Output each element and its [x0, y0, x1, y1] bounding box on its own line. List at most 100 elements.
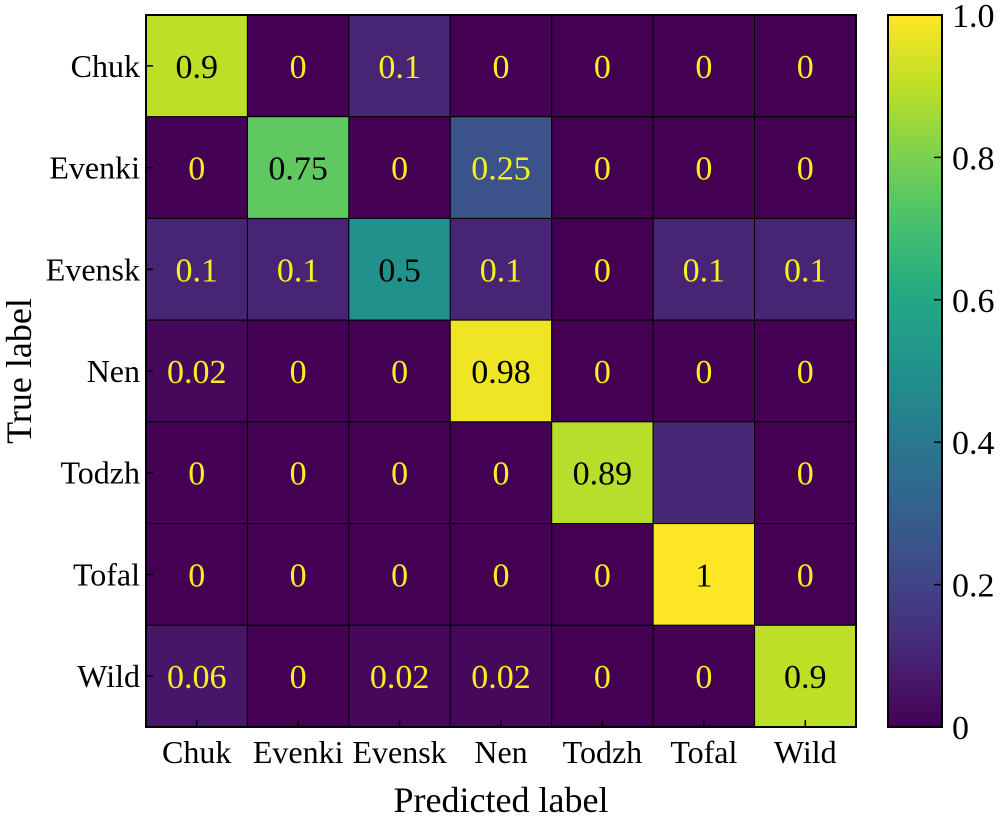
- x-tick-label: Evensk: [352, 734, 446, 770]
- heatmap-cell: [652, 217, 756, 321]
- heatmap-cell-labels: 0.9 0 0.1 0 0 0 0 0 0.75 0 0.25 0 0 0 0.1 0.1 0.5 0.1 0 0.1…: [167, 49, 827, 696]
- colorbar-tick-label: 0.8: [952, 140, 995, 177]
- heatmap-cell: [348, 523, 451, 626]
- cell-value-label: 0.9: [784, 659, 827, 696]
- cell-value-label: 0: [695, 659, 712, 696]
- cell-value-label: 0.1: [683, 252, 726, 289]
- heatmap-cell: [652, 421, 756, 525]
- colorbar-tick-label: 0: [952, 710, 969, 747]
- cell-value-label: 0.02: [167, 354, 227, 391]
- heatmap-cell: [652, 624, 756, 728]
- y-tick-label: Evensk: [46, 251, 140, 287]
- cell-value-label: 0: [594, 49, 611, 86]
- colorbar-tick-label: 0.6: [952, 283, 995, 320]
- cell-value-label: 0: [391, 456, 408, 493]
- heatmap-cell: [754, 319, 857, 423]
- cell-value-label: 0.1: [784, 252, 827, 289]
- cell-value-label: 0: [594, 354, 611, 391]
- heatmap-cell: [551, 116, 654, 219]
- cell-value-label: 0: [695, 49, 712, 86]
- cell-value-label: 0.25: [471, 151, 531, 188]
- cell-value-label: 0: [493, 456, 510, 493]
- heatmap-cell: [551, 523, 654, 626]
- y-axis-title: True label: [0, 298, 39, 444]
- y-tick-label: Nen: [87, 353, 140, 389]
- heatmap-cell: [652, 14, 756, 118]
- heatmap-cell: [348, 116, 451, 219]
- heatmap-cell: [754, 421, 857, 525]
- y-axis: Chuk Evenki Evensk Nen Todzh Tofal Wild: [46, 48, 153, 694]
- heatmap-cell: [246, 217, 350, 321]
- cell-value-label: 0.9: [175, 49, 218, 86]
- heatmap-cell: [145, 217, 248, 321]
- cell-value-label: 0.02: [370, 659, 430, 696]
- cell-value-label: 0: [797, 151, 814, 188]
- heatmap-cell: [145, 116, 248, 219]
- cell-value-label: 0: [391, 151, 408, 188]
- cell-value-label: 0: [188, 151, 205, 188]
- cell-value-label: 0: [290, 557, 307, 594]
- cell-value-label: 0: [594, 151, 611, 188]
- cell-value-label: 0: [290, 354, 307, 391]
- heatmap-cell: [145, 523, 248, 626]
- cell-value-label: 0: [391, 354, 408, 391]
- heatmap-cell: [754, 217, 857, 321]
- heatmap-cell: [449, 217, 553, 321]
- heatmap-cells: [145, 14, 857, 728]
- x-tick-label: Nen: [474, 734, 527, 770]
- cell-value-label: 0: [797, 354, 814, 391]
- y-tick-label: Todzh: [60, 455, 140, 491]
- heatmap-cell: [754, 116, 857, 219]
- cell-value-label: 0.98: [471, 354, 531, 391]
- x-axis: Chuk Evenki Evensk Nen Todzh Tofal Wild: [162, 720, 837, 770]
- heatmap-cell: [551, 624, 654, 728]
- colorbar: 0 0.2 0.4 0.6 0.8 1.0: [887, 0, 995, 747]
- colorbar-tick-label: 0.4: [952, 425, 995, 462]
- heatmap-cell: [449, 523, 553, 626]
- cell-value-label: 0.1: [480, 252, 523, 289]
- heatmap-cell: [754, 624, 857, 728]
- cell-value-label: 0.1: [175, 252, 218, 289]
- y-tick-label: Chuk: [71, 48, 140, 84]
- heatmap-cell: [145, 319, 248, 423]
- cell-value-label: 0: [594, 659, 611, 696]
- x-tick-label: Evenki: [253, 734, 344, 770]
- cell-value-label: 0: [695, 151, 712, 188]
- heatmap-cell: [348, 421, 451, 525]
- x-tick-label: Tofal: [670, 734, 737, 770]
- cell-value-label: 0.02: [471, 659, 531, 696]
- x-axis-title: Predicted label: [394, 780, 609, 818]
- colorbar-tick-label: 0.2: [952, 568, 995, 605]
- heatmap-cell: [449, 319, 553, 423]
- heatmap-cell: [551, 217, 654, 321]
- heatmap-cell: [754, 523, 857, 626]
- cell-value-label: 0: [797, 456, 814, 493]
- heatmap-cell: [246, 523, 350, 626]
- cell-value-label: 0: [695, 354, 712, 391]
- heatmap-cell: [145, 14, 248, 118]
- cell-value-label: 0: [290, 49, 307, 86]
- heatmap-cell: [449, 14, 553, 118]
- cell-value-label: 0.89: [573, 456, 633, 493]
- x-tick-label: Wild: [774, 734, 837, 770]
- heatmap-cell: [652, 116, 756, 219]
- cell-value-label: 0: [797, 49, 814, 86]
- cell-value-label: 0: [290, 456, 307, 493]
- heatmap-cell: [551, 14, 654, 118]
- cell-value-label: 0: [594, 557, 611, 594]
- heatmap-cell: [348, 217, 451, 321]
- x-tick-label: Todzh: [563, 734, 643, 770]
- cell-value-label: 0.5: [378, 252, 421, 289]
- cell-value-label: 0: [493, 557, 510, 594]
- heatmap-cell: [652, 319, 756, 423]
- heatmap-cell: [246, 319, 350, 423]
- cell-value-label: 0: [188, 456, 205, 493]
- heatmap-cell: [246, 14, 350, 118]
- cell-value-label: 0.1: [378, 49, 421, 86]
- cell-value-label: 0: [594, 252, 611, 289]
- heatmap-cell: [348, 624, 451, 728]
- colorbar-ticks: 0 0.2 0.4 0.6 0.8 1.0: [934, 0, 995, 747]
- y-tick-label: Wild: [77, 658, 140, 694]
- cell-value-label: 0: [290, 659, 307, 696]
